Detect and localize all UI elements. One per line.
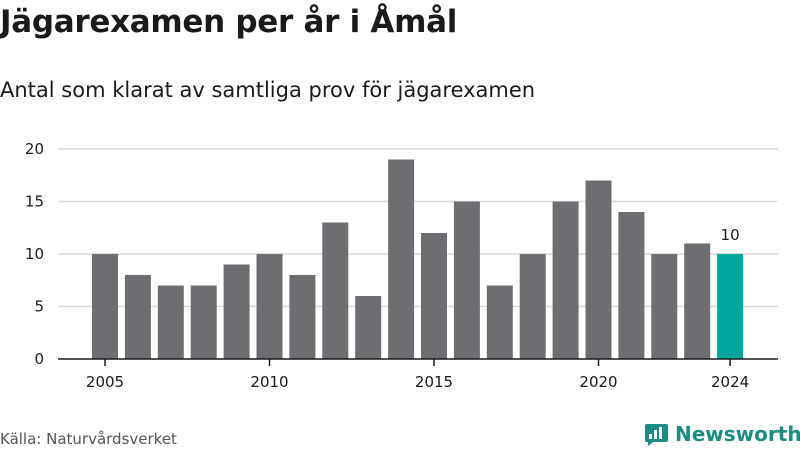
bar-2009 — [223, 264, 250, 359]
y-axis: 0 5 10 15 20 — [25, 140, 44, 368]
bar-chart-icon — [645, 423, 668, 446]
y-tick-label: 10 — [25, 245, 44, 263]
bar-2013 — [355, 296, 382, 359]
newsworthy-logo: Newsworthy — [644, 421, 800, 447]
x-tick-label: 2005 — [86, 373, 124, 391]
x-tick-label: 2015 — [415, 373, 453, 391]
bar-2011 — [289, 275, 316, 359]
bar-2017 — [486, 285, 513, 359]
brand-name: Newsworthy — [675, 422, 800, 446]
chart-title: Jägarexamen per år i Åmål — [0, 4, 458, 40]
y-tick-label: 15 — [25, 193, 44, 211]
x-tick-label: 2020 — [579, 373, 617, 391]
bar-2010 — [256, 254, 283, 359]
bar-2015 — [421, 233, 447, 359]
bar-2005 — [92, 254, 118, 359]
bar-2016 — [453, 201, 480, 359]
data-labels: 10 — [721, 226, 740, 244]
bar-2021 — [618, 212, 645, 359]
bar-2023 — [684, 243, 711, 359]
y-tick-label: 5 — [34, 298, 44, 316]
bar-2014 — [388, 159, 415, 359]
chart-subtitle: Antal som klarat av samtliga prov för jä… — [0, 78, 536, 102]
bar-chart: 2005 2010 2015 2020 2024 0 5 10 15 20 10 — [25, 140, 778, 391]
bar-2008 — [190, 285, 217, 359]
bar-2012 — [322, 222, 349, 359]
bar-2019 — [552, 201, 579, 359]
bar-2022 — [651, 254, 678, 359]
bar-2007 — [157, 285, 184, 359]
x-axis: 2005 2010 2015 2020 2024 — [58, 358, 778, 391]
x-tick-label: 2024 — [711, 373, 749, 391]
x-tick-label: 2010 — [250, 373, 288, 391]
bar-2020 — [585, 180, 612, 359]
bar-2024 — [717, 254, 744, 359]
source-note: Källa: Naturvårdsverket — [0, 430, 177, 448]
data-label: 10 — [721, 226, 740, 244]
bar-2018 — [519, 254, 546, 359]
y-tick-label: 0 — [34, 350, 44, 368]
bar-2006 — [124, 275, 151, 359]
y-tick-label: 20 — [25, 140, 44, 158]
bars — [92, 159, 744, 359]
